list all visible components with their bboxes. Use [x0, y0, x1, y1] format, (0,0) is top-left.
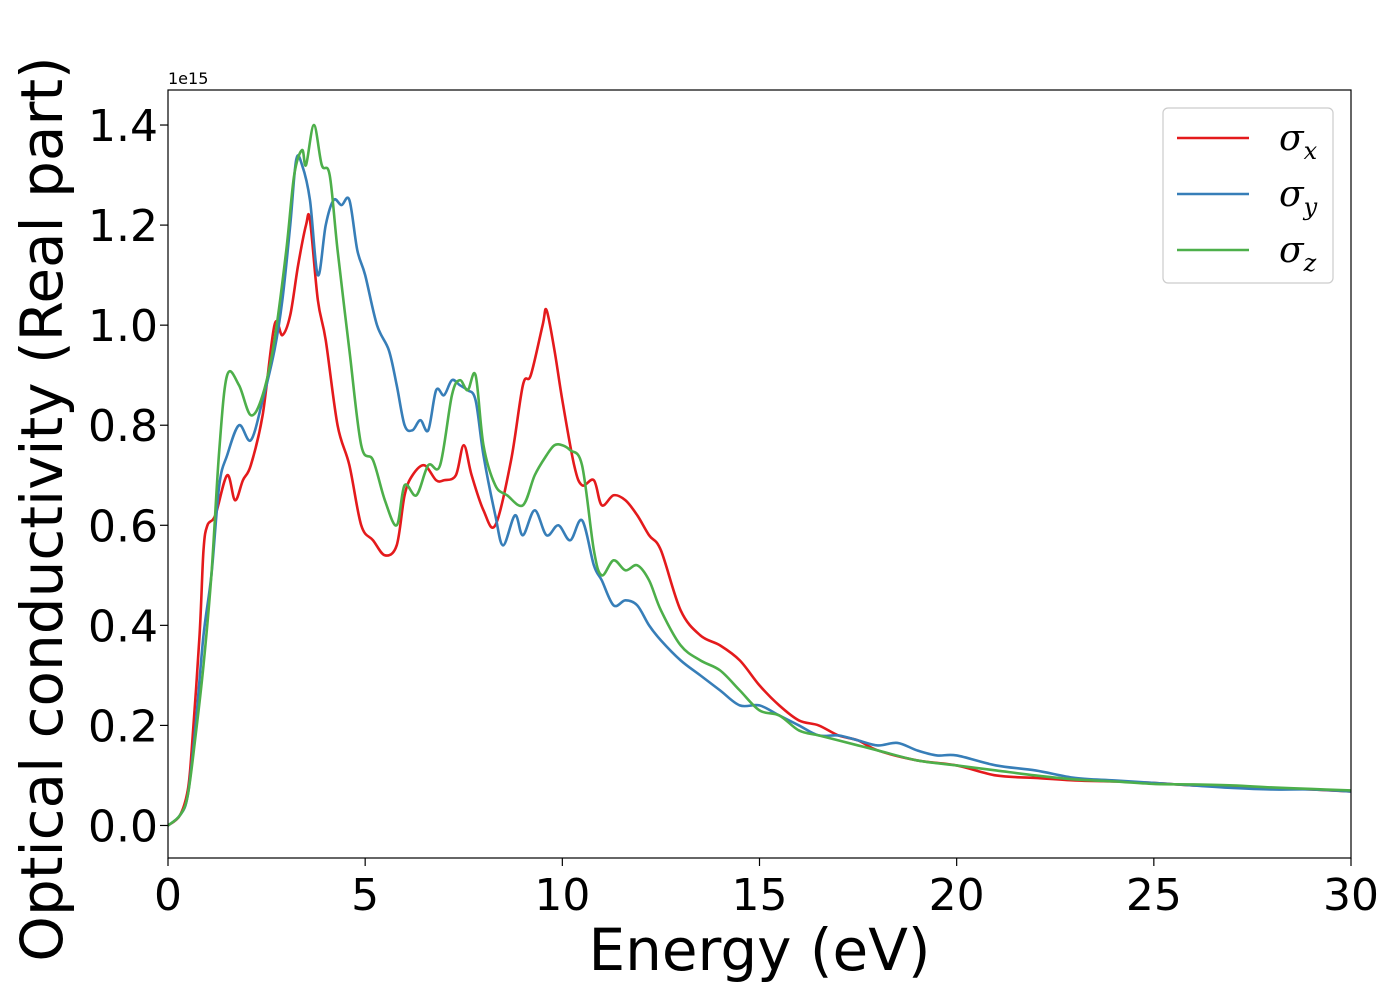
y-tick-label: 1.0: [88, 301, 158, 352]
y-axis-title: Optical conductivity (Real part): [8, 56, 76, 961]
legend: σx σy σz: [1162, 107, 1334, 284]
y-tick-label: 1.4: [88, 101, 158, 152]
x-tick-label: 20: [929, 870, 985, 921]
series-layer: [168, 123, 1351, 827]
legend-label-y: σy: [1279, 174, 1318, 221]
y-tick-label: 0.6: [88, 501, 158, 552]
x-tick-label: 5: [351, 870, 379, 921]
y-tick-label: 0.2: [88, 701, 158, 752]
series-line-y: [168, 154, 1351, 827]
x-tick-label: 10: [534, 870, 590, 921]
legend-label-x: σx: [1279, 118, 1318, 165]
legend-label-z: σz: [1279, 230, 1317, 277]
y-tick-label: 0.0: [88, 801, 158, 852]
x-tick-label: 0: [154, 870, 182, 921]
series-line-z: [168, 123, 1351, 827]
x-tick-label: 15: [732, 870, 788, 921]
y-tick-label: 0.4: [88, 601, 158, 652]
ticks-layer: 0 5 10 15 20 25 30 0.0 0.2 0.4 0.6 0.8 1.0 1.2 1.4: [88, 101, 1379, 921]
y-tick-label: 1.2: [88, 201, 158, 252]
legend-box: [1162, 107, 1334, 284]
x-tick-label: 30: [1323, 870, 1379, 921]
x-axis-title: Energy (eV): [588, 916, 930, 984]
y-offset-label: 1e15: [168, 69, 208, 88]
x-tick-label: 25: [1126, 870, 1182, 921]
y-tick-label: 0.8: [88, 401, 158, 452]
